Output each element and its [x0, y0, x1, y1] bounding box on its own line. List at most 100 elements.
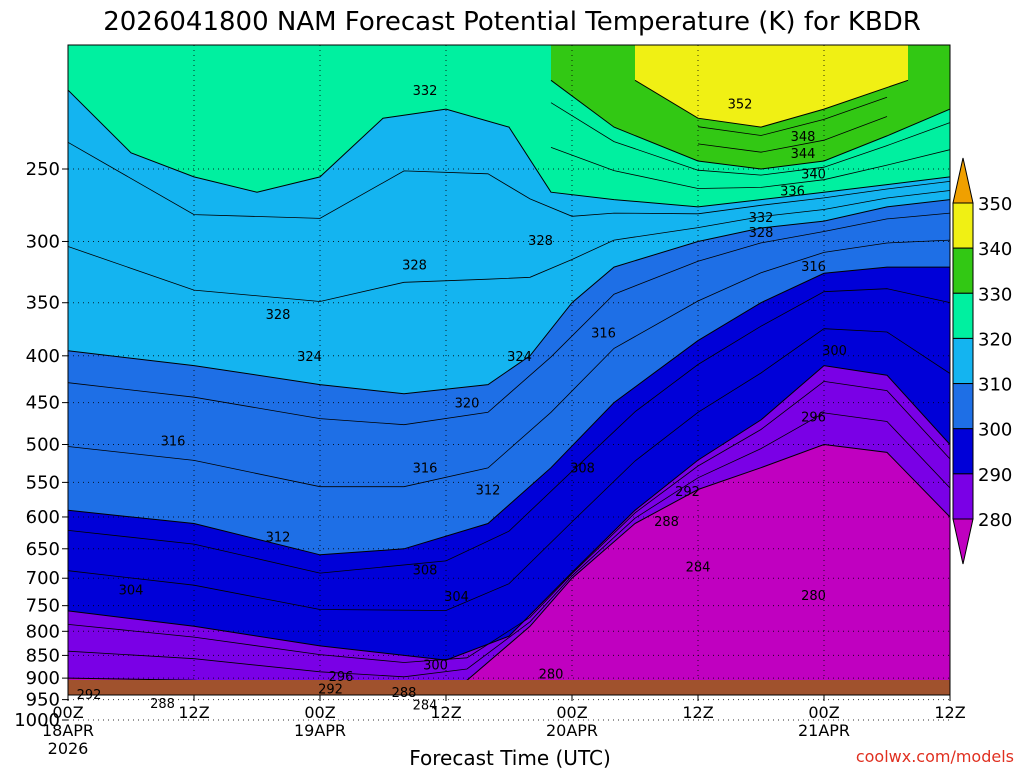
x-tick-label-60-0: 12Z [682, 703, 713, 722]
contour-minor-theta_320K-0.4 [68, 190, 950, 302]
y-tick-label-500: 500 [26, 435, 60, 456]
contour-label-4: 340 [801, 168, 826, 183]
contour-label-22: 292 [675, 485, 700, 500]
x-axis-label: Forecast Time (UTC) [409, 746, 611, 768]
y-tick-label-400: 400 [26, 346, 60, 367]
contour-minor-theta_340K-0.4 [697, 116, 888, 153]
contour-label-36: 288 [150, 697, 175, 712]
contour-label-15: 300 [822, 344, 847, 359]
y-tick-label-700: 700 [26, 568, 60, 589]
contour-label-32: 296 [329, 670, 354, 685]
colorbar-label-280: 280 [978, 510, 1012, 531]
contour-theta_310K [68, 266, 950, 556]
contour-label-6: 332 [749, 211, 774, 226]
colorbar-label-350: 350 [978, 194, 1012, 215]
colorbar-label-340: 340 [978, 239, 1012, 260]
y-tick-label-350: 350 [26, 293, 60, 314]
contour-minor-theta_340K-0.8 [697, 96, 888, 136]
y-tick-label-250: 250 [26, 159, 60, 180]
contour-label-26: 284 [686, 561, 711, 576]
colorbar-segment-2 [952, 292, 974, 339]
contour-minor-theta_292K-0.8 [68, 380, 950, 663]
contour-label-27: 304 [119, 583, 144, 598]
contour-label-13: 324 [297, 350, 322, 365]
contour-label-20: 308 [570, 462, 595, 477]
y-tick-label-1000: 1000 [14, 710, 60, 731]
contour-label-8: 328 [528, 234, 553, 249]
y-tick-label-800: 800 [26, 621, 60, 642]
colorbar-label-300: 300 [978, 420, 1012, 441]
y-tick-label-450: 450 [26, 393, 60, 414]
contour-label-37: 284 [413, 699, 438, 714]
colorbar-segment-4 [952, 383, 974, 430]
contour-label-0: 332 [413, 84, 438, 99]
x-tick-label-24-1: 19APR [294, 721, 346, 740]
colorbar-segment-1 [952, 247, 974, 294]
colorbar-segment-3 [952, 337, 974, 385]
contour-label-1: 352 [728, 97, 753, 112]
contour-label-18: 316 [161, 435, 186, 450]
colorbar-label-320: 320 [978, 329, 1012, 350]
x-tick-label-12-0: 12Z [178, 703, 209, 722]
contour-label-25: 308 [413, 564, 438, 579]
plot-frame [67, 44, 951, 696]
y-tick-label-600: 600 [26, 507, 60, 528]
contour-label-21: 312 [476, 484, 501, 499]
contour-label-28: 304 [444, 590, 469, 605]
colorbar-label-290: 290 [978, 465, 1012, 486]
ground-strip [68, 680, 950, 695]
chart-title: 2026041800 NAM Forecast Potential Temper… [103, 7, 921, 37]
y-axis: 2503003504004505005506006507007508008509… [14, 159, 68, 731]
contour-theta_300K [68, 365, 950, 661]
contour-label-23: 288 [654, 515, 679, 530]
contour-label-31: 280 [539, 668, 564, 683]
credit-text: coolwx.com/models [856, 747, 1014, 766]
x-tick-label-0-1: 18APR [42, 721, 94, 740]
contour-minor-theta_300K-0.8 [68, 288, 950, 574]
contour-label-5: 336 [780, 185, 805, 200]
contour-label-17: 296 [801, 411, 826, 426]
x-tick-label-48-0: 00Z [556, 703, 587, 722]
contour-label-30: 300 [423, 659, 448, 674]
y-tick-label-900: 900 [26, 668, 60, 689]
contour-label-24: 312 [266, 530, 291, 545]
contour-label-3: 344 [791, 147, 816, 162]
contour-label-34: 288 [392, 686, 417, 701]
contour-label-29: 280 [801, 589, 826, 604]
x-tick-label-24-0: 00Z [304, 703, 335, 722]
colorbar-segment-5 [952, 428, 974, 475]
colorbar-label-330: 330 [978, 284, 1012, 305]
contour-label-11: 328 [266, 308, 291, 323]
band-theta_350K [635, 45, 908, 128]
x-tick-label-48-1: 20APR [546, 721, 598, 740]
x-tick-label-72-0: 00Z [808, 703, 839, 722]
contour-minor-theta_310K-0.8 [68, 212, 950, 426]
colorbar-segment-0 [952, 202, 974, 249]
contour-minor-theta_320K-0.8 [68, 141, 950, 219]
x-tick-label-0-2: 2026 [48, 739, 89, 758]
contour-theta_340K [550, 79, 950, 170]
contour-label-10: 316 [801, 260, 826, 275]
contour-theta_330K [68, 89, 950, 208]
colorbar-label-310: 310 [978, 375, 1012, 396]
contour-label-19: 316 [413, 462, 438, 477]
colorbar-segment-6 [952, 473, 974, 520]
contour-fill-layer [68, 45, 950, 695]
y-tick-label-950: 950 [26, 690, 60, 711]
contour-label-35: 292 [77, 688, 102, 703]
y-tick-label-650: 650 [26, 539, 60, 560]
contour-label-33: 292 [318, 683, 343, 698]
colorbar-bottom-arrow [952, 518, 974, 565]
contour-theta_350K [634, 79, 909, 128]
y-tick-label-300: 300 [26, 231, 60, 252]
x-tick-label-0-0: 00Z [52, 703, 83, 722]
colorbar-top-arrow [952, 157, 974, 204]
contour-label-7: 328 [749, 226, 774, 241]
y-tick-label-550: 550 [26, 472, 60, 493]
contour-theta_320K [68, 199, 950, 395]
y-tick-label-850: 850 [26, 645, 60, 666]
colorbar: 350 340 330 320 310 300 290 280 [952, 157, 1012, 565]
